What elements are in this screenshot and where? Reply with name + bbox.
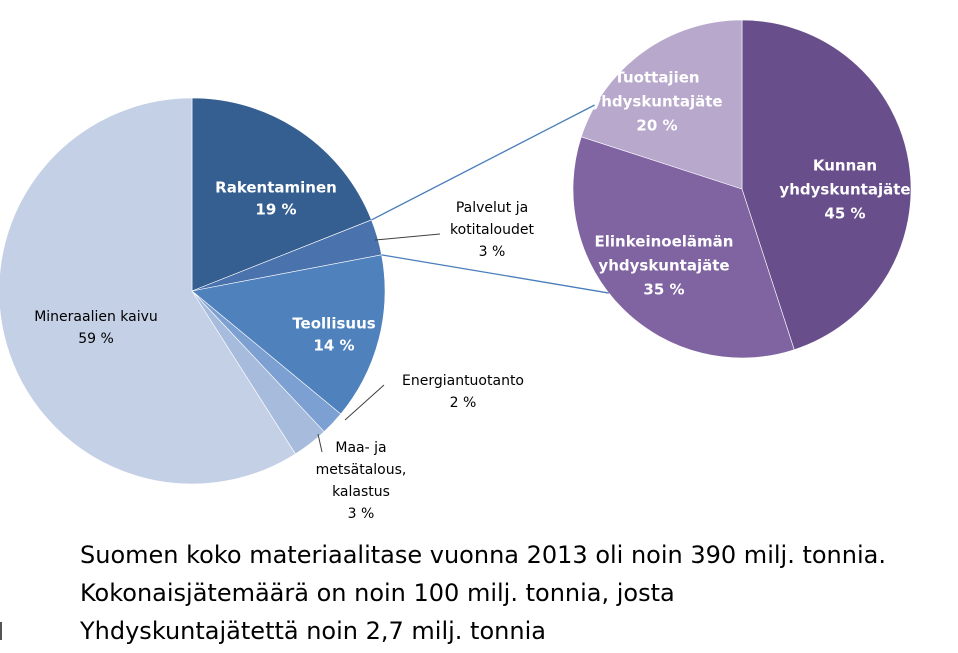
secondary-label-2-label-line-2: yhdyskuntajäte bbox=[598, 257, 729, 275]
main-pie bbox=[0, 97, 386, 485]
caption-line-1: Suomen koko materiaalitase vuonna 2013 o… bbox=[80, 541, 886, 569]
leader-line-2 bbox=[344, 384, 385, 421]
main-label-3-value: 3 % bbox=[479, 244, 506, 260]
connector-line-top bbox=[371, 103, 596, 221]
main-slice-4 bbox=[191, 254, 386, 415]
main-label-5-value: 2 % bbox=[450, 395, 477, 411]
main-label-4-label-line-1: Teollisuus bbox=[292, 315, 375, 333]
secondary-pie bbox=[572, 19, 912, 359]
secondary-label-1-label-line-1: Kunnan bbox=[813, 157, 877, 175]
main-label-6-label-line-3: kalastus bbox=[332, 484, 390, 500]
main-label-6-label-line-2: metsätalous, bbox=[316, 462, 407, 478]
main-slice-1 bbox=[0, 97, 296, 485]
secondary-label-1-value: 45 % bbox=[824, 205, 865, 223]
main-label-2-label-line-1: Rakentaminen bbox=[215, 179, 337, 197]
connector-line-bottom bbox=[381, 254, 609, 294]
secondary-label-2-value: 35 % bbox=[643, 281, 684, 299]
main-label-1-label-line-1: Mineraalien kaivu bbox=[34, 309, 158, 325]
pie-of-pie-chart: Mineraalien kaivu 59 % Rakentaminen 19 % Pal… bbox=[0, 19, 912, 522]
caption-line-2: Kokonaisjätemäärä on noin 100 milj. tonn… bbox=[80, 579, 675, 607]
secondary-label-3-value: 20 % bbox=[636, 117, 677, 135]
main-label-6-value: 3 % bbox=[348, 506, 375, 522]
secondary-label-1-label-line-2: yhdyskuntajäte bbox=[779, 181, 910, 199]
secondary-label-2-label-line-1: Elinkeinoelämän bbox=[595, 233, 734, 251]
main-label-5-label-line-1: Energiantuotanto bbox=[402, 373, 524, 389]
secondary-slice-2 bbox=[572, 136, 795, 359]
secondary-label-3-label-line-2: yhdyskuntajäte bbox=[591, 93, 722, 111]
main-label-3-label-line-2: kotitaloudet bbox=[450, 222, 534, 238]
caption-line-3: Yhdyskuntajätettä noin 2,7 milj. tonnia bbox=[80, 617, 546, 645]
secondary-slice-1 bbox=[741, 19, 912, 351]
secondary-label-3-label-line-1: Tuottajien bbox=[614, 69, 699, 87]
main-label-2-value: 19 % bbox=[255, 201, 296, 219]
caption: Suomen koko materiaalitase vuonna 2013 o… bbox=[80, 536, 950, 650]
main-label-4-value: 14 % bbox=[313, 337, 354, 355]
secondary-slice-3 bbox=[580, 19, 743, 190]
main-slice-2 bbox=[191, 97, 372, 292]
main-label-3-label-line-1: Palvelut ja bbox=[456, 200, 528, 216]
leader-line-1 bbox=[374, 233, 441, 241]
main-label-6-label-line-1: Maa- ja bbox=[335, 440, 386, 456]
edge-mark bbox=[0, 622, 2, 640]
main-label-1-value: 59 % bbox=[78, 331, 114, 347]
leader-line-3 bbox=[317, 433, 323, 453]
